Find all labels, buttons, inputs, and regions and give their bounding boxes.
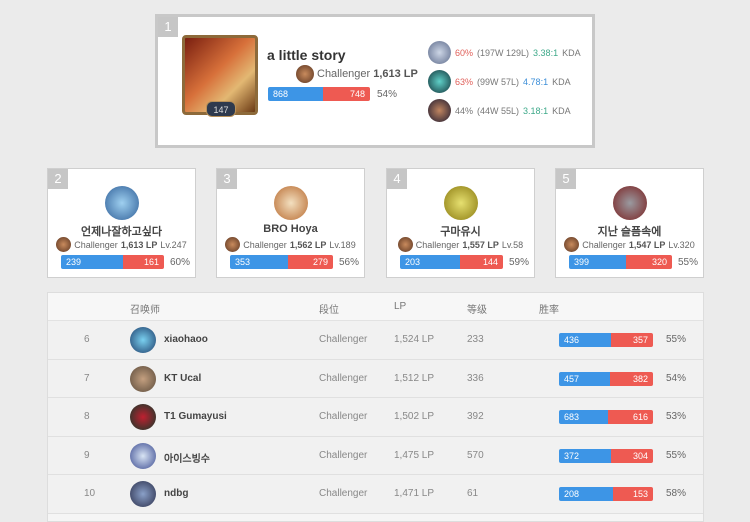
profile-icon <box>613 186 647 220</box>
lp: 1,512 LP <box>394 372 435 384</box>
player-card[interactable]: 2 언제나잘하고싶다 Challenger 1,613 LP Lv.247 239 1… <box>47 168 196 278</box>
rank-badge: 5 <box>556 169 576 189</box>
winrate: 239 161 60% <box>61 255 190 269</box>
winrate-bar: 868 748 <box>268 87 370 101</box>
player-card[interactable]: 3 BRO Hoya Challenger 1,562 LP Lv.189 353 2… <box>216 168 365 278</box>
winrate: 353 279 56% <box>230 255 359 269</box>
level: 570 <box>467 449 484 461</box>
summoner-name[interactable]: 구마유시 <box>440 226 481 238</box>
summoner-name[interactable]: T1 Gumayusi <box>164 411 227 422</box>
profile-icon <box>130 365 156 392</box>
champion-icon <box>428 41 451 64</box>
profile-icon <box>130 481 156 507</box>
winrate-bar: 203 144 <box>400 255 503 269</box>
rank: 8 <box>84 411 90 422</box>
table-header: 召唤师 段位 LP 等级 胜率 <box>48 293 703 321</box>
champion-stat: 44% (44W 55L) 3.18:1 KDA <box>428 99 571 122</box>
tier: Challenger <box>319 488 368 499</box>
challenger-emblem-icon <box>296 65 314 83</box>
level-badge: 147 <box>206 101 236 117</box>
champion-stat: 63% (99W 57L) 4.78:1 KDA <box>428 70 571 93</box>
profile-icon <box>274 186 308 220</box>
level: 336 <box>467 372 484 384</box>
winrate: 399 320 55% <box>569 255 698 269</box>
champion-stat: 60% (197W 129L) 3.38:1 KDA <box>428 41 581 64</box>
rank-badge: 3 <box>217 169 237 189</box>
winrate-bar: 239 161 <box>61 255 164 269</box>
summoner-name[interactable]: a little story <box>267 47 346 63</box>
tier: Challenger <box>319 411 368 422</box>
summoner-name[interactable]: xiaohaoo <box>164 334 208 345</box>
summoner-name[interactable]: BRO Hoya <box>263 223 318 235</box>
profile-icon <box>130 327 156 353</box>
winrate-bar: 372 304 <box>559 448 653 463</box>
summoner-name[interactable]: KT Ucal <box>164 372 202 384</box>
rank-badge: 2 <box>48 169 68 189</box>
player-card[interactable]: 5 지난 슬픔속에 Challenger 1,547 LP Lv.320 399 32… <box>555 168 704 278</box>
lp: 1,524 LP <box>394 334 435 345</box>
winrate: 203 144 59% <box>400 255 529 269</box>
tier-info: Challenger 1,613 LP <box>296 65 418 83</box>
winrate: 868 748 54% <box>268 87 397 101</box>
summoner-name[interactable]: 아이스빙수 <box>164 453 210 465</box>
winrate-bar: 436 357 <box>559 333 653 347</box>
rank: 9 <box>84 449 90 461</box>
champion-icon <box>428 70 451 93</box>
champion-icon <box>428 99 451 122</box>
summoner-name[interactable]: 지난 슬픔속에 <box>597 226 662 238</box>
level: 61 <box>467 488 479 499</box>
challenger-emblem-icon <box>56 237 72 252</box>
tier-info: Challenger 1,613 LP Lv.247 <box>48 237 195 252</box>
profile-icon <box>130 442 156 469</box>
table-row[interactable]: 8 T1 Gumayusi Challenger 1,502 LP 392 68… <box>48 398 703 437</box>
level: 392 <box>467 411 484 422</box>
winrate-bar: 353 279 <box>230 255 333 269</box>
summoner-name[interactable]: ndbg <box>164 488 189 499</box>
table-row[interactable]: 7 KT Ucal Challenger 1,512 LP 336 457 382… <box>48 359 703 398</box>
ranking-table: 召唤师 段位 LP 等级 胜率 6 xiaohaoo Challenger 1,… <box>47 292 704 522</box>
tier: Challenger <box>319 449 368 461</box>
challenger-emblem-icon <box>564 237 580 252</box>
winrate-bar: 208 153 <box>559 487 653 501</box>
winrate-percent: 55% <box>666 334 687 345</box>
winrate-percent: 58% <box>666 488 687 499</box>
winrate-percent: 55% <box>666 449 687 461</box>
level: 233 <box>467 334 484 345</box>
winrate-percent: 53% <box>666 411 687 422</box>
rank: 7 <box>84 372 90 384</box>
challenger-emblem-icon <box>225 237 241 252</box>
lp: 1,502 LP <box>394 411 435 422</box>
table-row[interactable]: 6 xiaohaoo Challenger 1,524 LP 233 436 35… <box>48 321 703 360</box>
profile-icon <box>105 186 139 220</box>
tier-info: Challenger 1,562 LP Lv.189 <box>217 237 364 252</box>
rank: 6 <box>84 334 90 345</box>
winrate-percent: 54% <box>666 372 687 384</box>
challenger-emblem-icon <box>397 237 413 252</box>
table-row[interactable]: 9 아이스빙수 Challenger 1,475 LP 570 372 304 5… <box>48 436 703 475</box>
tier-info: Challenger 1,557 LP Lv.58 <box>387 237 534 252</box>
profile-icon <box>444 186 478 220</box>
rank-badge: 4 <box>387 169 407 189</box>
tier: Challenger <box>319 334 368 345</box>
winrate-bar: 399 320 <box>569 255 672 269</box>
summoner-name[interactable]: 언제나잘하고싶다 <box>81 226 162 238</box>
top-player-card[interactable]: 1 147 a little story Challenger 1,613 LP … <box>155 14 595 148</box>
lp: 1,471 LP <box>394 488 435 499</box>
winrate-bar: 457 382 <box>559 371 653 386</box>
rank: 10 <box>84 488 96 499</box>
player-card[interactable]: 4 구마유시 Challenger 1,557 LP Lv.58 203 144 59% <box>386 168 535 278</box>
lp: 1,475 LP <box>394 449 435 461</box>
winrate-bar: 683 616 <box>559 410 653 424</box>
profile-icon <box>130 404 156 430</box>
table-row[interactable]: 10 ndbg Challenger 1,471 LP 61 208 153 58… <box>48 475 703 514</box>
tier: Challenger <box>319 372 368 384</box>
rank-badge: 1 <box>158 17 178 37</box>
tier-info: Challenger 1,547 LP Lv.320 <box>556 237 703 252</box>
